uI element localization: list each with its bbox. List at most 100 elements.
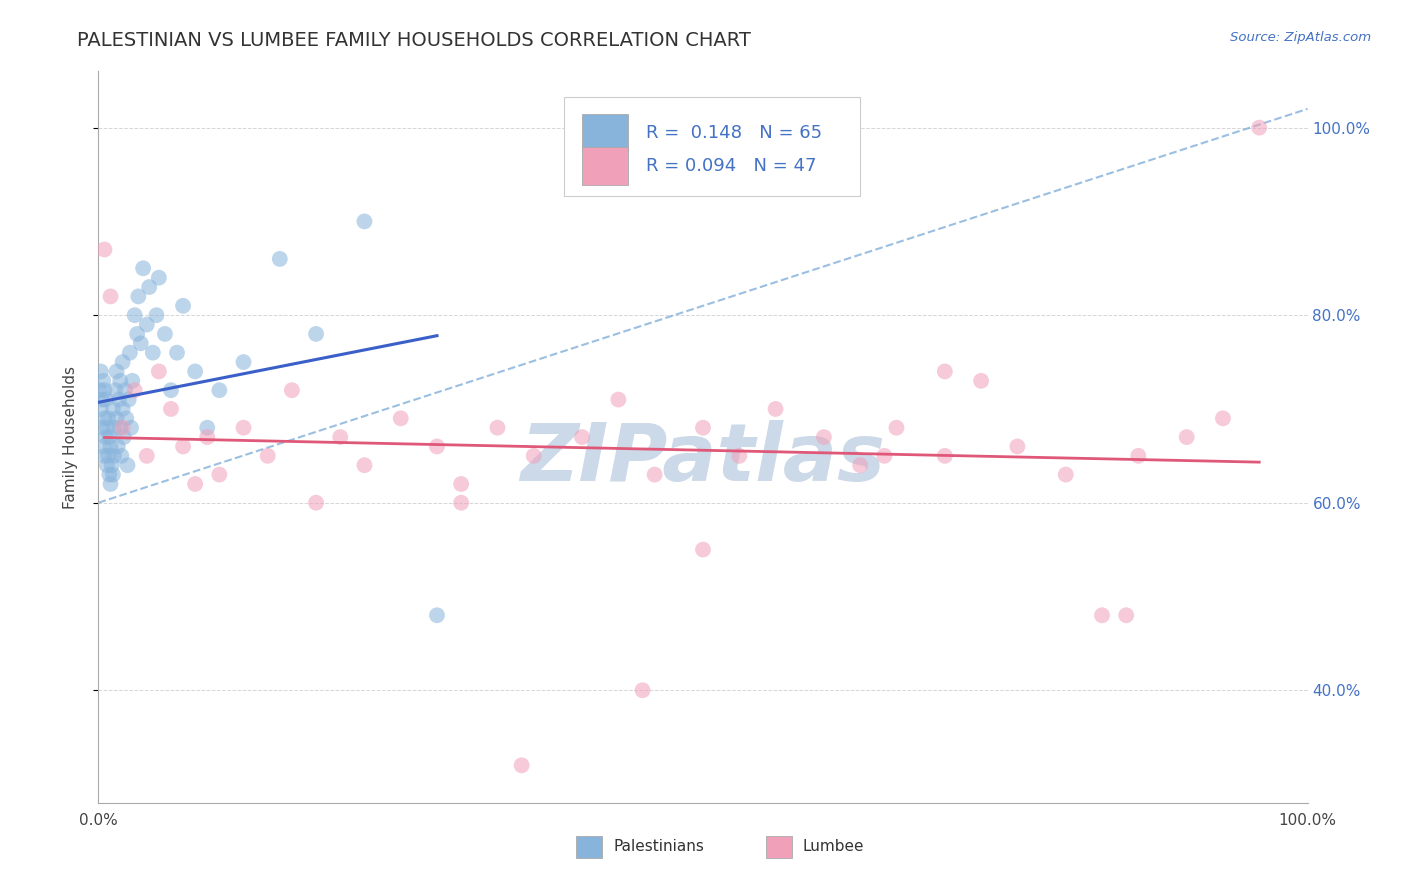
Point [98,430,121,444]
Text: Lumbee: Lumbee [803,839,865,855]
Text: R = 0.094   N = 47: R = 0.094 N = 47 [647,157,817,175]
Point [105,411,128,425]
Point [1115,608,1137,623]
Point [1128,449,1150,463]
Point [103,420,125,434]
Point [160,401,183,416]
Text: Source: ZipAtlas.com: Source: ZipAtlas.com [1230,31,1371,45]
Point [1175,430,1198,444]
Point [426,440,449,454]
FancyBboxPatch shape [564,97,860,195]
Point [127,289,149,303]
Point [93,383,115,397]
Point [91,374,114,388]
Point [124,383,146,397]
Point [607,392,630,407]
Point [873,449,896,463]
Point [644,467,666,482]
Point [208,383,231,397]
Point [256,449,278,463]
Text: PALESTINIAN VS LUMBEE FAMILY HOUSEHOLDS CORRELATION CHART: PALESTINIAN VS LUMBEE FAMILY HOUSEHOLDS … [77,31,751,50]
Point [813,430,835,444]
Point [124,308,146,322]
Point [98,467,121,482]
Point [93,411,115,425]
Point [232,355,254,369]
Point [145,308,167,322]
Y-axis label: Family Households: Family Households [63,366,77,508]
Point [111,401,134,416]
Text: Palestinians: Palestinians [613,839,704,855]
Point [96,420,118,434]
Point [305,496,328,510]
Point [486,420,509,434]
Point [765,401,787,416]
Point [353,214,375,228]
Point [142,345,165,359]
Point [208,467,231,482]
Point [510,758,533,772]
Point [132,261,155,276]
Point [1212,411,1234,425]
Bar [582,146,628,185]
Point [91,440,114,454]
Point [91,392,114,407]
Point [100,458,122,473]
Point [849,458,872,473]
Point [195,430,218,444]
Point [184,477,207,491]
Point [148,270,170,285]
Point [117,458,139,473]
Point [172,440,194,454]
Point [166,345,188,359]
Point [112,430,135,444]
Point [728,449,751,463]
Point [90,401,112,416]
Point [111,355,134,369]
Bar [582,114,628,152]
Point [114,383,136,397]
Text: ZIPatlas: ZIPatlas [520,420,886,498]
Point [97,449,120,463]
Point [103,449,125,463]
Point [153,326,176,341]
Point [232,420,254,434]
Point [127,326,149,341]
Point [281,383,304,397]
Point [269,252,291,266]
Point [101,467,124,482]
Point [91,420,114,434]
Point [148,364,170,378]
Point [100,477,122,491]
Point [692,542,714,557]
Point [100,289,122,303]
Point [108,374,131,388]
Point [329,430,352,444]
Point [1054,467,1077,482]
Point [101,401,124,416]
Point [1091,608,1114,623]
Point [305,326,328,341]
Point [129,336,152,351]
Point [118,345,141,359]
Point [120,420,142,434]
Point [115,411,138,425]
Point [135,318,157,332]
Point [195,420,218,434]
Point [184,364,207,378]
Point [90,364,112,378]
Point [172,299,194,313]
Point [1007,440,1029,454]
Point [97,411,120,425]
Point [886,420,908,434]
Point [89,383,111,397]
Point [105,364,128,378]
Text: R =  0.148   N = 65: R = 0.148 N = 65 [647,124,823,142]
Point [108,392,131,407]
Point [353,458,375,473]
Point [96,458,118,473]
Point [110,449,132,463]
Point [138,280,160,294]
Point [571,430,593,444]
Point [107,440,129,454]
